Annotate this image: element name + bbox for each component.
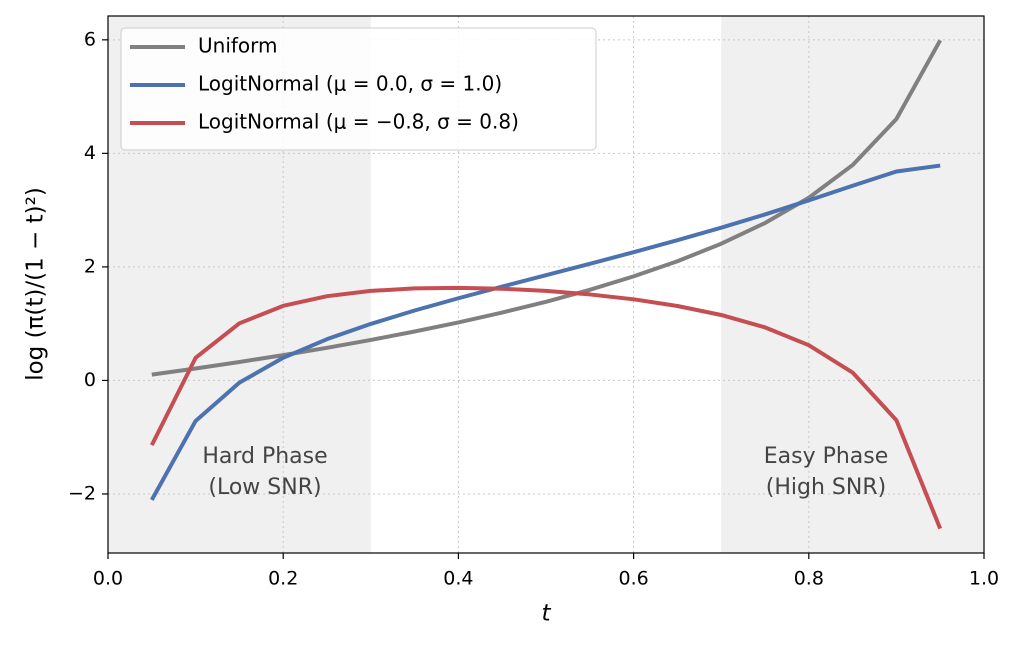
plot-frame [107, 15, 985, 554]
legend-box [120, 27, 597, 151]
legend-label: Uniform [198, 34, 278, 58]
annotation: Hard Phase [202, 444, 327, 469]
legend-label: LogitNormal (μ = −0.8, σ = 0.8) [198, 110, 519, 134]
y-tick-label: −2 [68, 482, 96, 504]
series-line [150, 163, 941, 501]
y-tick-label: 0 [84, 369, 96, 391]
shaded-region [721, 16, 984, 553]
series-line [151, 39, 942, 377]
x-axis-label: t [541, 601, 551, 627]
y-tick-label: 4 [84, 142, 96, 164]
legend-label: LogitNormal (μ = 0.0, σ = 1.0) [198, 72, 502, 96]
y-tick-label: 2 [84, 255, 96, 277]
x-tick-label: 0.2 [268, 568, 298, 590]
annotation: Easy Phase [764, 444, 889, 469]
y-tick-label: 6 [84, 28, 96, 50]
annotation: (High SNR) [766, 475, 886, 500]
y-axis-label: log (π(t)/(1 − t)²) [23, 187, 49, 381]
x-tick-label: 0.6 [618, 568, 648, 590]
x-tick-label: 1.0 [969, 568, 999, 590]
x-tick-label: 0.4 [443, 568, 473, 590]
series-line [150, 285, 943, 530]
x-tick-label: 0.8 [794, 568, 824, 590]
annotation: (Low SNR) [208, 475, 321, 500]
x-tick-label: 0.0 [93, 568, 123, 590]
